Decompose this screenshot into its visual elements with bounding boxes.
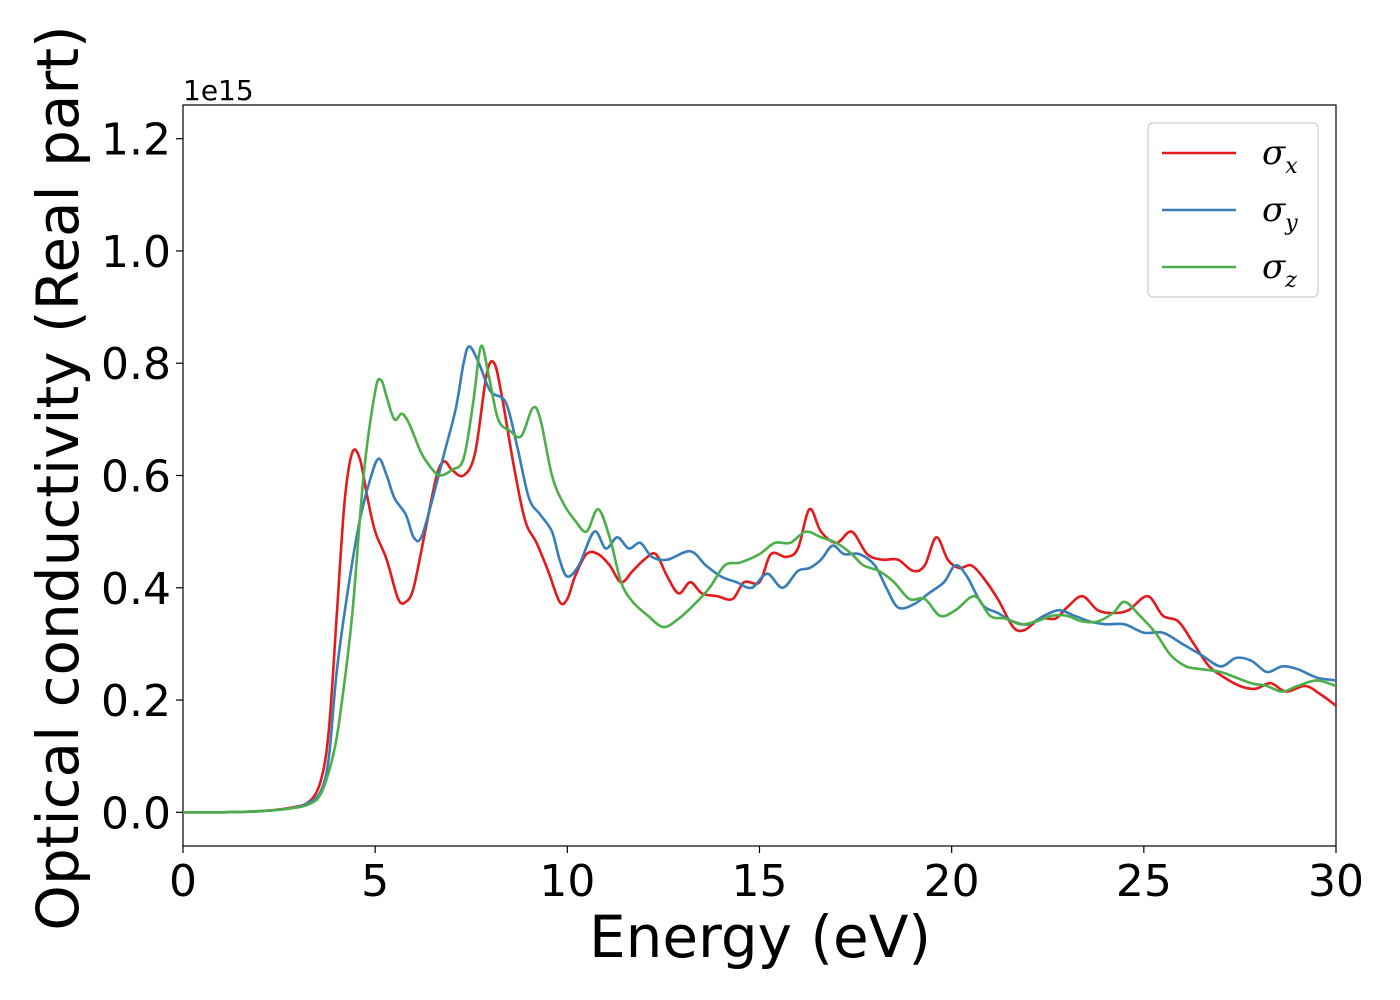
- y-tick-label: 1.2: [101, 115, 171, 166]
- y-tick-label: 0.4: [101, 564, 171, 615]
- y-tick-label: 1.0: [101, 227, 171, 278]
- y-tick-label: 0.8: [101, 339, 171, 390]
- legend-subscript: x: [1285, 154, 1298, 179]
- series-layer: [183, 344, 1336, 814]
- legend-subscript: y: [1284, 211, 1298, 236]
- legend-symbol: σ: [1262, 247, 1286, 287]
- legend-label-sigma-x: σx: [1262, 133, 1298, 179]
- legend-symbol: σ: [1262, 190, 1286, 230]
- series-line-sigma-z: [183, 344, 1336, 814]
- y-tick-label: 0.0: [101, 788, 171, 839]
- series-line-sigma-x: [183, 359, 1336, 814]
- x-axis-ticks: 0 5 10 15 20 25 30: [169, 846, 1364, 907]
- x-tick-label: 15: [732, 856, 788, 907]
- legend-label-sigma-z: σz: [1262, 247, 1297, 293]
- x-tick-label: 30: [1308, 856, 1364, 907]
- x-tick-label: 5: [361, 856, 389, 907]
- y-tick-label: 0.2: [101, 676, 171, 727]
- x-tick-label: 25: [1116, 856, 1172, 907]
- y-tick-label: 0.6: [101, 452, 171, 503]
- y-offset-label: 1e15: [183, 74, 254, 107]
- x-tick-label: 10: [539, 856, 595, 907]
- legend-subscript: z: [1284, 268, 1297, 293]
- y-axis-ticks: 0.0 0.2 0.4 0.6 0.8 1.0 1.2: [101, 115, 183, 839]
- y-axis-title: Optical conductivity (Real part): [24, 25, 92, 930]
- x-axis-title: Energy (eV): [589, 903, 931, 971]
- x-tick-label: 20: [924, 856, 980, 907]
- legend-symbol: σ: [1262, 133, 1286, 173]
- x-tick-label: 0: [169, 856, 197, 907]
- legend-label-sigma-y: σy: [1262, 190, 1298, 236]
